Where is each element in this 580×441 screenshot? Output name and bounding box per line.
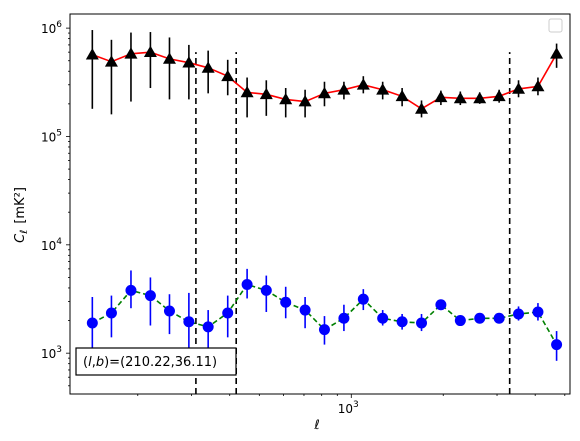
data-point-triangle	[317, 86, 331, 99]
data-point-triangle	[240, 85, 254, 98]
data-point-triangle	[453, 91, 467, 104]
data-point-circle	[105, 307, 117, 319]
y-tick-label: 105	[41, 128, 62, 144]
data-point-circle	[260, 284, 272, 296]
annotation-text: (l,b)=(210.22,36.11)	[83, 355, 217, 370]
data-point-circle	[299, 304, 311, 316]
x-tick-label: 103	[338, 400, 359, 416]
data-point-triangle	[512, 82, 526, 94]
y-tick-label: 103	[41, 345, 62, 361]
data-point-circle	[377, 312, 389, 324]
data-point-circle	[318, 324, 330, 336]
data-point-circle	[241, 279, 253, 291]
data-point-triangle	[182, 56, 196, 68]
data-point-triangle	[531, 79, 545, 92]
data-point-circle	[338, 312, 350, 324]
data-point-circle	[202, 321, 214, 333]
data-point-circle	[493, 312, 505, 324]
data-point-triangle	[337, 83, 351, 95]
data-point-triangle	[259, 87, 273, 100]
data-point-triangle	[162, 52, 176, 64]
y-axis-label-subscript: ℓ	[19, 230, 30, 234]
data-point-triangle	[376, 83, 390, 95]
plot-frame	[69, 13, 571, 395]
data-point-circle	[454, 315, 466, 327]
vertical-lines	[195, 52, 511, 394]
data-point-circle	[435, 299, 447, 311]
data-point-circle	[532, 306, 544, 318]
data-point-triangle	[492, 89, 506, 102]
series-1	[85, 30, 564, 118]
ticks: 103 104 105 106 103	[41, 20, 566, 416]
data-point-triangle	[473, 91, 487, 104]
x-axis-label: ℓ	[313, 418, 319, 433]
data-point-triangle	[124, 47, 138, 59]
axes-frame	[69, 13, 571, 395]
data-point-triangle	[279, 92, 293, 105]
data-point-circle	[416, 317, 428, 329]
data-point-circle	[396, 316, 408, 328]
y-axis-label-unit: [mK²]	[13, 187, 28, 224]
data-point-circle	[86, 317, 98, 329]
data-point-circle	[551, 339, 563, 351]
data-point-circle	[513, 308, 525, 320]
data-point-triangle	[298, 95, 312, 107]
data-point-triangle	[104, 55, 118, 67]
data-point-circle	[163, 305, 175, 317]
data-point-triangle	[221, 69, 235, 82]
data-point-circle	[280, 296, 292, 308]
y-tick-label: 104	[41, 237, 62, 253]
data-point-triangle	[395, 89, 409, 102]
data-point-circle	[183, 316, 195, 328]
data-point-triangle	[356, 78, 370, 90]
data-point-circle	[144, 290, 156, 302]
data-point-triangle	[201, 61, 215, 73]
data-point-triangle	[143, 45, 157, 58]
data-point-triangle	[85, 48, 99, 60]
annotation-box	[75, 347, 237, 376]
data-point-triangle	[434, 90, 448, 103]
legend-box	[548, 18, 563, 33]
data-point-circle	[474, 312, 486, 324]
series-layer	[85, 30, 564, 361]
y-axis-label: Cℓ [mK²]	[13, 187, 30, 243]
data-point-triangle	[550, 47, 564, 59]
y-tick-label: 106	[41, 20, 62, 36]
data-point-circle	[357, 293, 369, 305]
y-axis-label-main: C	[13, 233, 28, 243]
series-2	[86, 268, 563, 361]
data-point-circle	[125, 284, 137, 296]
data-point-circle	[222, 307, 234, 319]
data-point-triangle	[415, 102, 429, 114]
